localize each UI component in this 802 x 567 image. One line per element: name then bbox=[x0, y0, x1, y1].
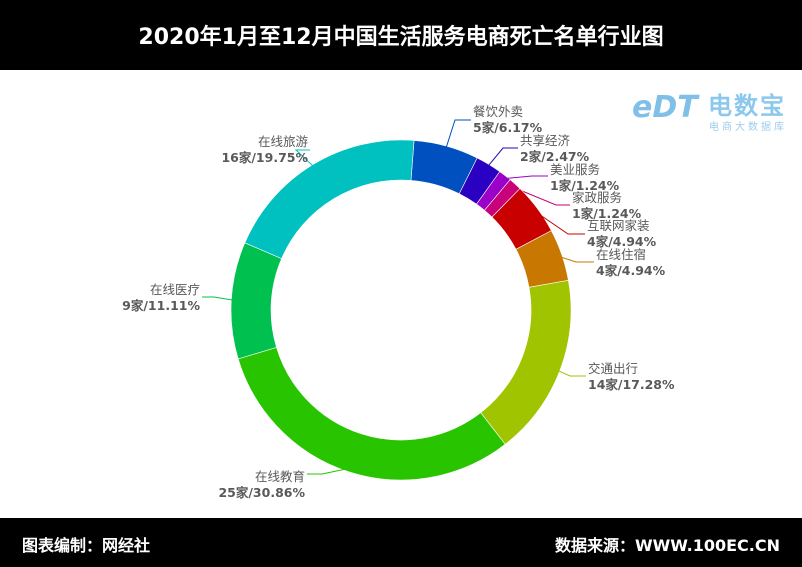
data-label: 在线住宿 4家/4.94% bbox=[596, 247, 665, 279]
data-label: 美业服务 1家/1.24% bbox=[550, 162, 619, 194]
leader-line bbox=[533, 210, 585, 235]
data-label: 在线教育 25家/30.86% bbox=[218, 469, 305, 501]
label-value: 5家/6.17% bbox=[473, 120, 543, 135]
label-category: 在线教育 bbox=[254, 469, 305, 484]
label-value: 9家/11.11% bbox=[122, 298, 200, 313]
data-label: 餐饮外卖 5家/6.17% bbox=[473, 104, 542, 136]
label-value: 14家/17.28% bbox=[588, 377, 675, 392]
leader-line bbox=[555, 369, 586, 377]
chart-title: 2020年1月至12月中国生活服务电商死亡名单行业图 bbox=[0, 0, 802, 70]
logo-subtitle: 电商大数据库 bbox=[709, 122, 787, 133]
leader-line bbox=[502, 175, 548, 180]
footer-credit: 图表编制：网经社 bbox=[22, 536, 151, 555]
leader-line bbox=[307, 467, 351, 475]
slice-在线旅游 bbox=[244, 139, 415, 259]
label-value: 4家/4.94% bbox=[596, 263, 666, 278]
slice-交通出行 bbox=[480, 280, 572, 445]
label-value: 2家/2.47% bbox=[520, 149, 590, 164]
label-category: 交通出行 bbox=[588, 361, 639, 376]
label-category: 家政服务 bbox=[572, 190, 623, 205]
label-category: 美业服务 bbox=[550, 162, 601, 177]
leader-line bbox=[202, 296, 236, 301]
label-category: 在线住宿 bbox=[596, 247, 647, 262]
label-value: 16家/19.75% bbox=[221, 150, 308, 165]
footer: 图表编制：网经社 数据来源：WWW.100EC.CN bbox=[0, 518, 802, 567]
leader-line bbox=[444, 119, 471, 151]
slice-在线医疗 bbox=[230, 242, 282, 360]
label-value: 1家/1.24% bbox=[550, 178, 620, 193]
label-category: 餐饮外卖 bbox=[473, 104, 524, 119]
leader-line bbox=[557, 255, 594, 263]
label-category: 在线医疗 bbox=[149, 282, 200, 297]
label-value: 4家/4.94% bbox=[587, 234, 657, 249]
logo-mark: eDT bbox=[632, 90, 698, 125]
data-label: 交通出行 14家/17.28% bbox=[588, 361, 675, 393]
label-value: 1家/1.24% bbox=[572, 206, 642, 221]
label-value: 25家/30.86% bbox=[218, 485, 305, 500]
leader-line bbox=[294, 149, 316, 169]
leader-line bbox=[512, 186, 570, 206]
logo: eDT 电数宝 电商大数据库 bbox=[632, 82, 797, 142]
leader-line bbox=[486, 147, 518, 169]
footer-source: 数据来源：WWW.100EC.CN bbox=[554, 536, 780, 555]
data-label: 互联网家装 4家/4.94% bbox=[587, 218, 656, 250]
label-category: 互联网家装 bbox=[587, 218, 650, 233]
label-category: 共享经济 bbox=[520, 133, 571, 148]
data-label: 共享经济 2家/2.47% bbox=[520, 133, 589, 165]
logo-name: 电数宝 bbox=[708, 92, 786, 120]
data-label: 在线旅游 16家/19.75% bbox=[221, 134, 308, 166]
slice-在线教育 bbox=[237, 347, 506, 481]
data-label: 在线医疗 9家/11.11% bbox=[122, 282, 200, 314]
data-label: 家政服务 1家/1.24% bbox=[572, 190, 641, 222]
label-category: 在线旅游 bbox=[257, 134, 308, 149]
